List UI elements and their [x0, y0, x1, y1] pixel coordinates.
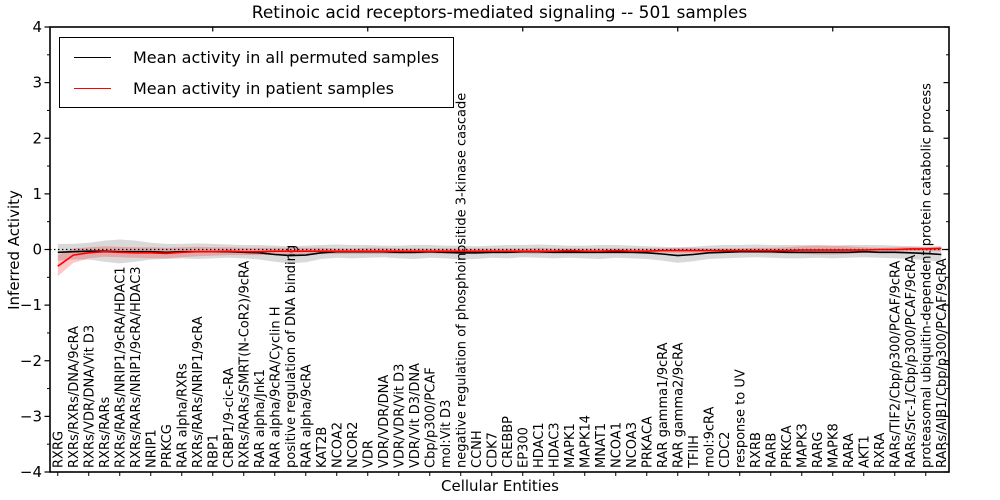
x-tick-label: EP300: [516, 427, 531, 468]
x-tick-label: RAR alpha/RXRs: [175, 363, 190, 468]
y-tick-label: 0: [32, 241, 42, 259]
x-tick-label: CDK7: [485, 432, 500, 468]
x-tick-label: PRKCA: [780, 425, 795, 468]
x-tick-label: PRKACA: [640, 416, 655, 468]
x-tick-label: RARs/AIB1/Cbp/p300/PCAF/9cRA: [935, 258, 950, 468]
y-tick-label: −1: [20, 296, 42, 314]
x-tick-label: Cbp/p300/PCAF: [423, 367, 438, 468]
x-tick-label: RXRA: [873, 433, 888, 468]
x-tick-label: RARB: [764, 433, 779, 468]
x-tick-label: KAT2B: [315, 427, 330, 468]
x-tick-label: VDR/VDR/DNA: [377, 375, 392, 468]
x-tick-label: mol:9cRA: [702, 406, 717, 468]
x-tick-label: RARA: [842, 433, 857, 468]
x-tick-label: RXRs/RARs/NRIP1/9cRA/HDAC3: [129, 266, 144, 468]
x-tick-label: positive regulation of DNA binding: [284, 245, 299, 468]
x-tick-label: PRKCG: [160, 424, 175, 468]
x-axis-label: Cellular Entities: [441, 477, 559, 495]
x-tick-label: NRIP1: [144, 429, 159, 468]
x-tick-label: CREBBP: [501, 416, 516, 468]
x-tick-label: CDC2: [718, 432, 733, 468]
x-tick-label: AKT1: [857, 435, 872, 468]
legend-line-sample-red: [74, 87, 111, 89]
x-tick-label: NCOA3: [625, 422, 640, 468]
x-tick-label: NCOA1: [609, 422, 624, 468]
x-tick-label: RAR alpha/9cRA/Cyclin H: [268, 307, 283, 468]
x-tick-label: mol:Vit D3: [439, 400, 454, 468]
x-tick-label: RXRs/RARs: [98, 396, 113, 468]
x-tick-label: HDAC1: [532, 422, 547, 468]
x-tick-label: MAPK14: [578, 415, 593, 468]
legend-line-sample-black: [74, 56, 111, 58]
legend-item-patient: Mean activity in patient samples: [74, 76, 439, 100]
confidence-band: [57, 245, 942, 277]
x-tick-label: MAPK3: [795, 423, 810, 468]
y-tick-label: −2: [20, 352, 42, 370]
y-tick-label: −3: [20, 407, 42, 425]
x-tick-label: NCOA2: [330, 422, 345, 468]
x-tick-label: CRBP1/9-cic-RA: [222, 367, 237, 468]
x-tick-label: RAR gamma1/9cRA: [656, 342, 671, 468]
x-tick-label: RBP1: [206, 434, 221, 468]
x-tick-label: NCOR2: [346, 422, 361, 468]
x-tick-label: RXRs/VDR/DNA/Vit D3: [82, 325, 97, 468]
x-tick-label: RARs/Src-1/Cbp/p300/PCAF/9cRA: [904, 255, 919, 468]
x-tick-label: MAPK1: [563, 423, 578, 468]
x-tick-label: response to UV: [733, 369, 748, 468]
y-tick-label: −4: [20, 463, 42, 481]
x-tick-label: VDR/Vit D3/DNA: [408, 363, 423, 468]
legend-label-permuted: Mean activity in all permuted samples: [133, 47, 440, 67]
chart-title: Retinoic acid receptors-mediated signali…: [251, 3, 748, 23]
x-tick-label: proteasomal ubiquitin-dependent protein …: [919, 83, 934, 468]
x-tick-label: negative regulation of phosphoinositide …: [454, 93, 469, 468]
x-tick-label: VDR/VDR/Vit D3: [392, 364, 407, 468]
y-tick-label: 2: [32, 129, 42, 147]
y-tick-label: 1: [32, 185, 42, 203]
y-tick-label: 3: [32, 74, 42, 92]
x-tick-label: CCNH: [470, 430, 485, 468]
legend: Mean activity in all permuted samples Me…: [59, 37, 455, 108]
x-tick-label: RXRs/RARs/SMRT(N-CoR2)/9cRA: [237, 261, 252, 468]
x-tick-label: MAPK8: [826, 423, 841, 468]
legend-label-patient: Mean activity in patient samples: [133, 78, 394, 98]
x-tick-label: TFIIH: [687, 435, 702, 469]
x-tick-label: VDR: [361, 440, 376, 468]
x-tick-label: RARG: [811, 431, 826, 468]
x-tick-label: RXRs/RARs/NRIP1/9cRA: [191, 316, 206, 468]
y-tick-label: 4: [32, 18, 42, 36]
x-tick-label: RAR gamma2/9cRA: [671, 342, 686, 468]
x-tick-label: RAR alpha/Jnk1: [253, 369, 268, 468]
x-tick-label: MNAT1: [594, 423, 609, 468]
legend-item-permuted: Mean activity in all permuted samples: [74, 45, 439, 69]
x-tick-label: RXRs/RARs/NRIP1/9cRA/HDAC1: [113, 266, 128, 468]
x-tick-label: RXRB: [749, 432, 764, 468]
x-tick-label: HDAC3: [547, 422, 562, 468]
x-tick-label: RXRG: [51, 431, 66, 468]
x-tick-label: RARs/TIF2/Cbp/p300/PCAF/9cRA: [888, 261, 903, 468]
y-axis-label: Inferred Activity: [5, 190, 23, 310]
x-tick-label: RAR alpha/9cRA: [299, 364, 314, 468]
x-tick-label: RXRs/RXRs/DNA/9cRA: [67, 326, 82, 468]
series-line: [57, 247, 942, 267]
